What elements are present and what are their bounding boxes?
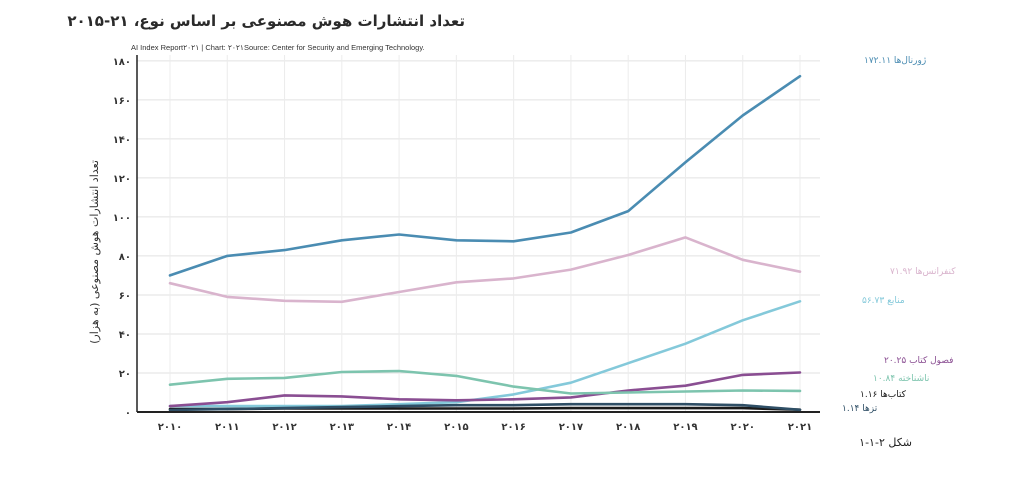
x-tick-label: ۲۰۱۳ xyxy=(330,422,354,433)
y-tick-label: ۰ xyxy=(125,408,131,419)
series-line xyxy=(168,402,802,412)
series-label: ناشناخته ۱۰.۸۴ xyxy=(873,374,929,384)
series-line xyxy=(168,371,802,408)
x-tick-label: ۲۰۱۱ xyxy=(215,422,239,433)
series-line xyxy=(168,369,802,395)
y-axis-title: تعداد انتشارات هوش مصنوعی (به هزار) xyxy=(88,160,101,344)
y-tick-label: ۱۶۰ xyxy=(113,96,131,107)
x-tick-label: ۲۰۱۰ xyxy=(158,422,182,433)
series-label: کتاب‌ها ۱.۱۶ xyxy=(860,390,907,400)
x-tick-label: ۲۰۱۹ xyxy=(673,422,697,433)
y-tick-label: ۲۰ xyxy=(119,369,131,380)
axes: ۰ ۲۰ ۴۰ ۶۰ ۸۰ ۱۰۰ ۱۲۰ ۱۴۰ ۱۶۰ ۱۸۰ ۲۰۱۰ ۲۰۱۱ ۲۰۱۲ ۲۰۱۳… xyxy=(113,55,820,433)
x-tick-label: ۲۰۲۰ xyxy=(731,422,755,433)
grid-lines xyxy=(137,55,820,412)
chart-source: AI Index Report۲۰۲۱ | Chart: ۲۰۲۱Source:… xyxy=(131,43,425,52)
y-tick-label: ۱۰۰ xyxy=(113,213,131,224)
y-tick-label: ۶۰ xyxy=(119,291,131,302)
x-tick-label: ۲۰۱۶ xyxy=(501,422,525,433)
x-tick-label: ۲۰۱۵ xyxy=(444,422,468,433)
y-tick-label: ۱۴۰ xyxy=(113,135,131,146)
series-lines xyxy=(168,74,802,412)
chart-title: تعداد انتشارات هوش مصنوعی بر اساس نوع، ۲… xyxy=(67,12,465,30)
series-line xyxy=(168,300,802,408)
series-labels: ژورنال‌ها ۱۷۲.۱۱ کنفرانس‌ها ۷۱.۹۲ منابع ۵۶… xyxy=(842,56,956,414)
x-tick-label: ۲۰۲۱ xyxy=(788,422,812,433)
series-line xyxy=(168,74,802,277)
y-tick-label: ۸۰ xyxy=(119,252,131,263)
x-tick-label: ۲۰۱۲ xyxy=(272,422,296,433)
series-label: کنفرانس‌ها ۷۱.۹۲ xyxy=(890,267,956,277)
y-tick-label: ۱۲۰ xyxy=(113,174,131,185)
x-tick-label: ۲۰۱۴ xyxy=(387,422,411,433)
figure-caption: شکل ۲-۱-۱ xyxy=(859,436,912,449)
series-label: منابع ۵۶.۷۳ xyxy=(862,296,905,306)
series-line xyxy=(168,236,802,304)
y-tick-label: ۱۸۰ xyxy=(113,57,131,68)
x-tick-label: ۲۰۱۷ xyxy=(559,422,583,433)
x-tick-label: ۲۰۱۸ xyxy=(616,422,640,433)
series-label: فصول کتاب ۲۰.۲۵ xyxy=(884,356,953,366)
y-tick-label: ۴۰ xyxy=(119,330,131,341)
series-label: تزها ۱.۱۴ xyxy=(842,404,878,414)
series-label: ژورنال‌ها ۱۷۲.۱۱ xyxy=(864,56,926,66)
